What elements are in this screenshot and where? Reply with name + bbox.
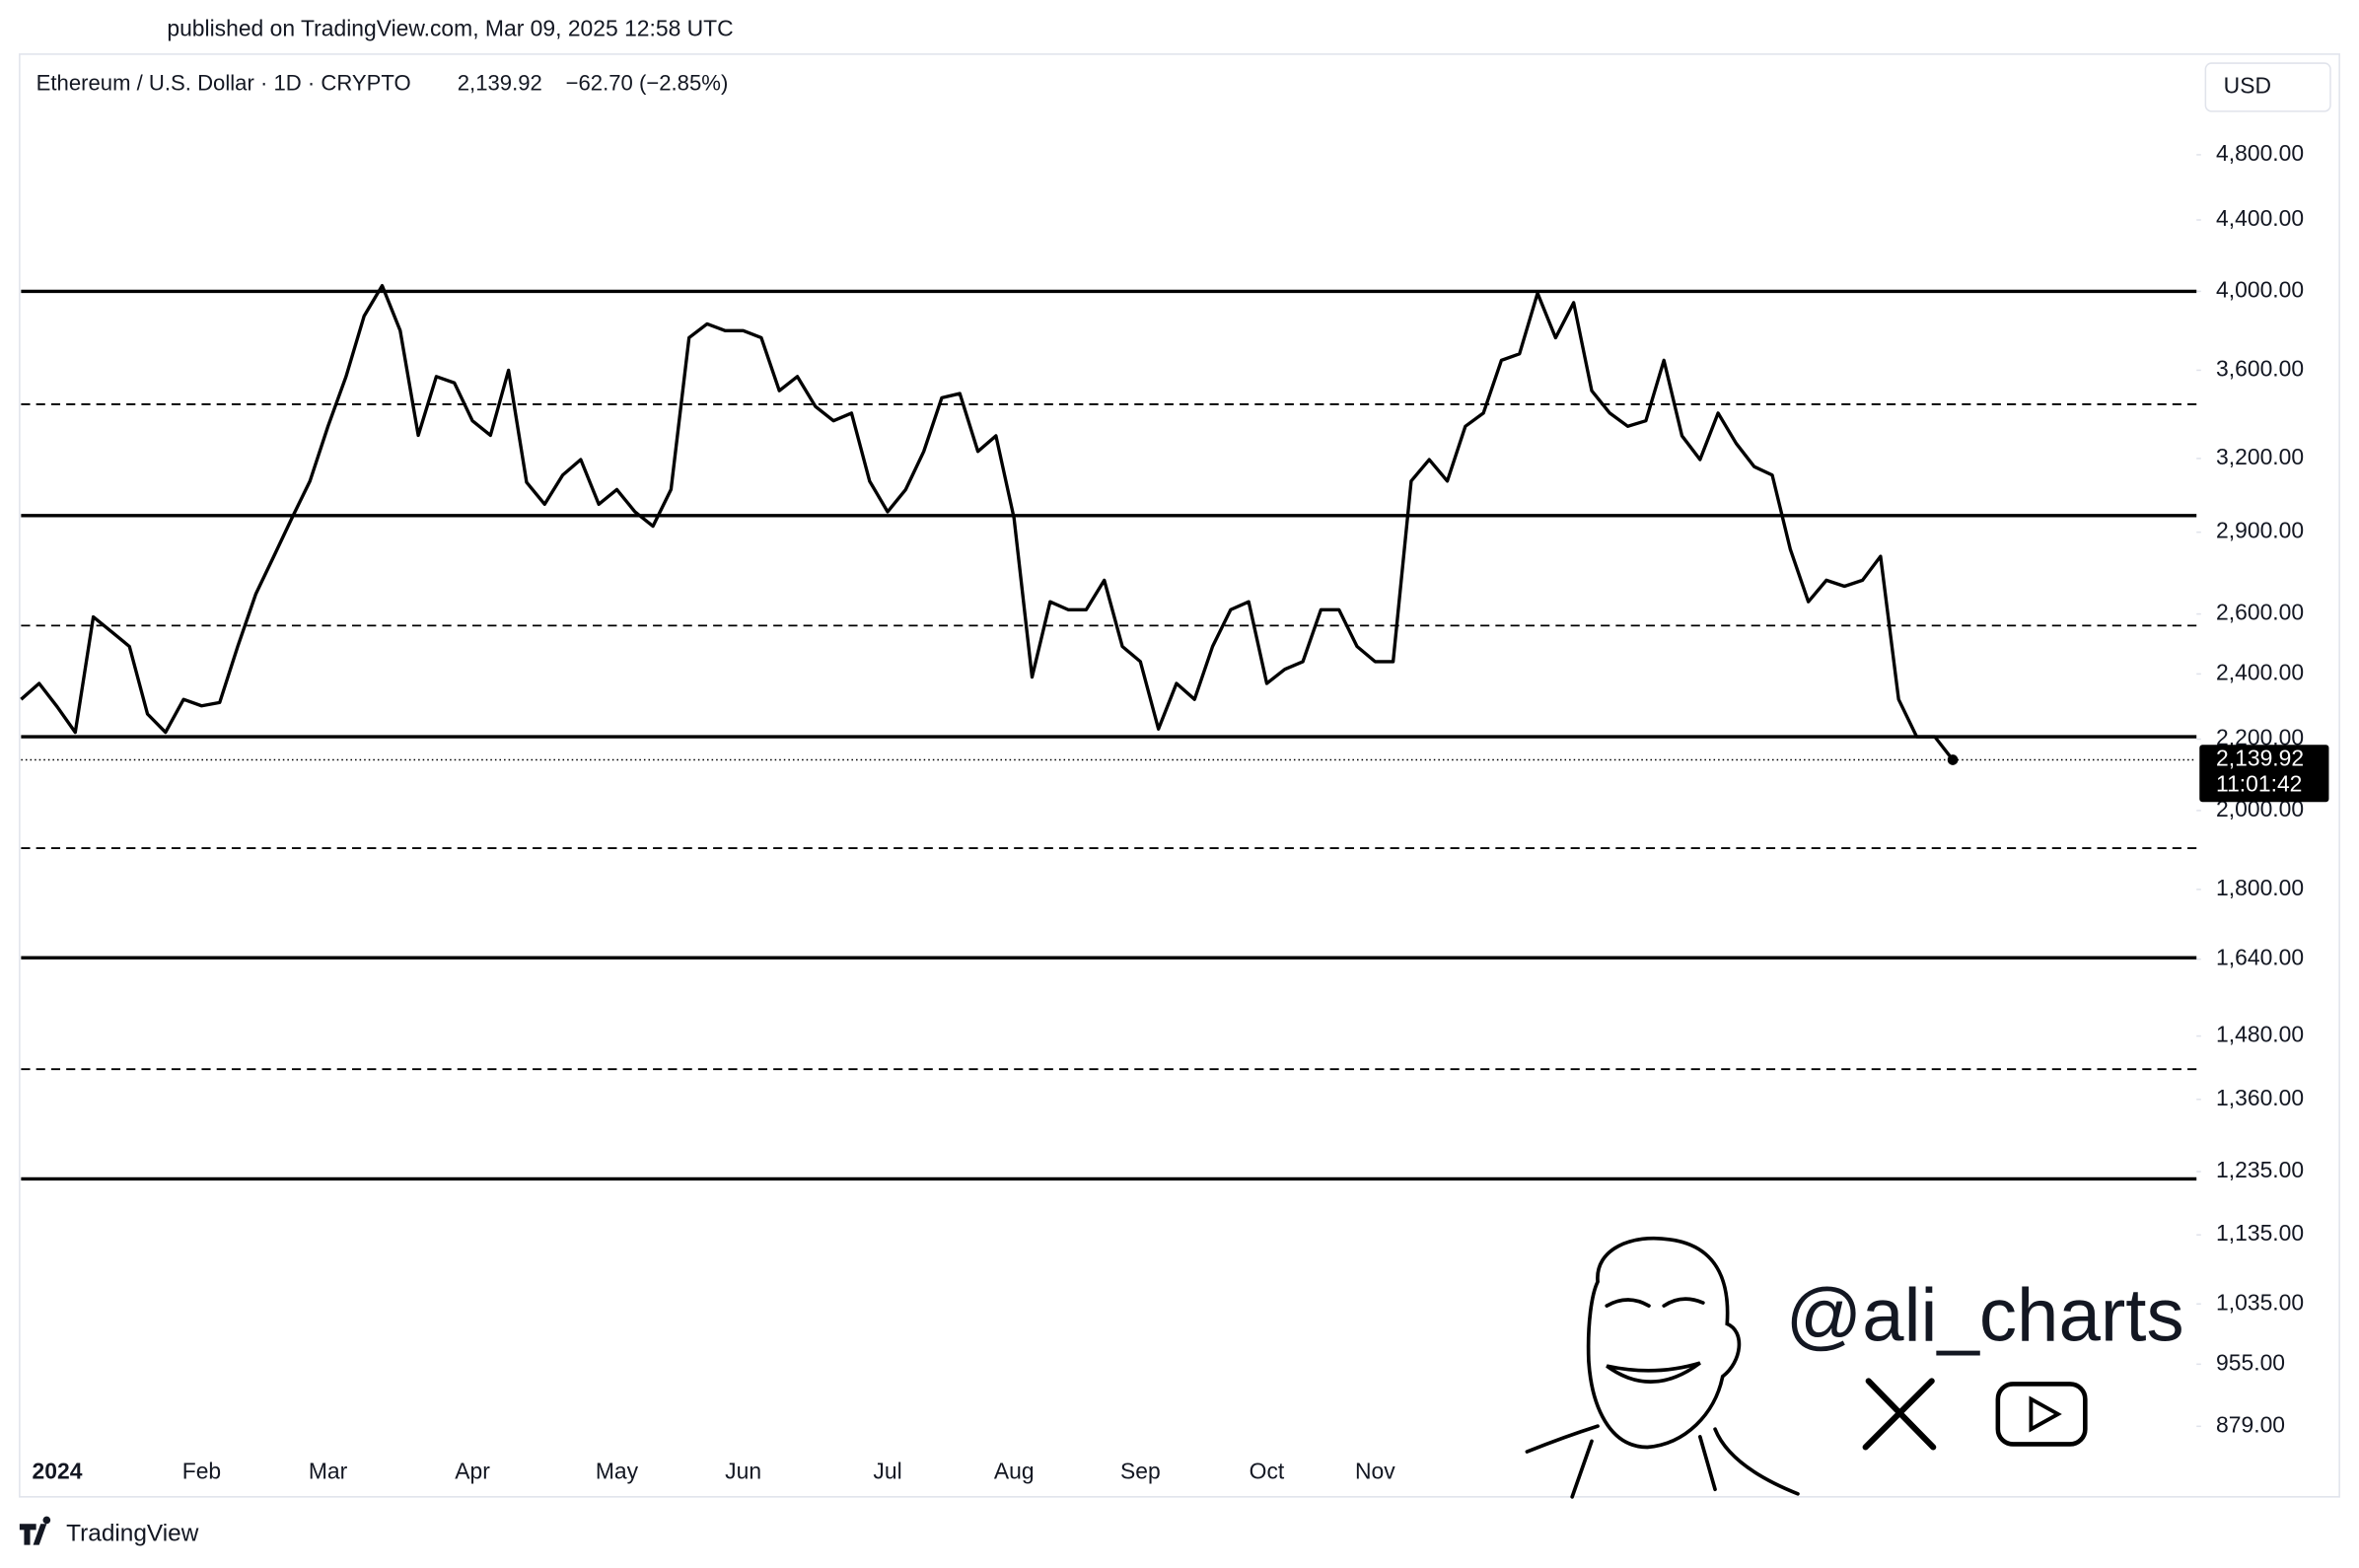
- y-tick-label: 4,400.00: [2216, 205, 2304, 231]
- face-outline: [1586, 1236, 1742, 1450]
- footer-brand: TradingView: [66, 1520, 199, 1546]
- y-tick-label: 3,200.00: [2216, 444, 2304, 469]
- y-tick-label: 2,600.00: [2216, 600, 2304, 625]
- x-tick-label: May: [596, 1458, 639, 1483]
- x-tick-label: Jul: [873, 1458, 901, 1483]
- youtube-logo: [1995, 1382, 2088, 1447]
- last-price-box: [2199, 745, 2329, 803]
- currency-box[interactable]: [2204, 62, 2331, 112]
- publish-note: published on TradingView.com, Mar 09, 20…: [167, 16, 733, 41]
- last-price-label: 2,139.92: [2216, 746, 2304, 771]
- watermark-handle: @ali_charts: [1786, 1274, 2184, 1358]
- y-tick-label: 1,035.00: [2216, 1289, 2304, 1315]
- y-tick-label: 4,000.00: [2216, 276, 2304, 302]
- x-tick-label: Jun: [725, 1458, 761, 1483]
- x-tick-label: Sep: [1120, 1458, 1161, 1483]
- x-tick-label: Aug: [994, 1458, 1035, 1483]
- x-tick-label: Nov: [1355, 1458, 1395, 1483]
- play-icon: [2029, 1395, 2062, 1433]
- y-tick-label: 1,800.00: [2216, 875, 2304, 900]
- watermark: [1525, 1236, 2088, 1499]
- y-tick-label: 1,640.00: [2216, 945, 2304, 970]
- chart-frame: [19, 53, 2340, 1498]
- x-tick-label: 2024: [33, 1458, 83, 1483]
- footer-logo: [19, 1516, 51, 1545]
- shoulders: [1525, 1424, 1800, 1499]
- x-tick-label: Feb: [182, 1458, 221, 1483]
- chart-title: Ethereum / U.S. Dollar · 1D · CRYPTO: [36, 70, 411, 95]
- y-tick-label: 955.00: [2216, 1349, 2285, 1375]
- y-tick-label: 1,135.00: [2216, 1220, 2304, 1246]
- x-logo: [1862, 1378, 1937, 1451]
- y-tick-label: 2,400.00: [2216, 659, 2304, 684]
- currency[interactable]: USD: [2224, 73, 2271, 99]
- y-tick-label: 1,235.00: [2216, 1157, 2304, 1182]
- last-price-dot: [1947, 754, 1959, 765]
- mouth: [1606, 1361, 1701, 1384]
- y-tick-label: 1,360.00: [2216, 1085, 2304, 1110]
- y-tick-label: 4,800.00: [2216, 140, 2304, 166]
- y-tick-label: 879.00: [2216, 1411, 2285, 1437]
- y-tick-label: 1,480.00: [2216, 1022, 2304, 1047]
- price-line: [20, 284, 1955, 761]
- eyes: [1605, 1297, 1705, 1308]
- countdown: 11:01:42: [2216, 771, 2302, 797]
- x-tick-label: Mar: [309, 1458, 348, 1483]
- change: −62.70 (−2.85%): [566, 70, 729, 95]
- y-tick-label: 3,600.00: [2216, 355, 2304, 381]
- price: 2,139.92: [458, 70, 542, 95]
- x-tick-label: Oct: [1250, 1458, 1285, 1483]
- x-tick-label: Apr: [455, 1458, 490, 1483]
- y-tick-label: 2,900.00: [2216, 518, 2304, 543]
